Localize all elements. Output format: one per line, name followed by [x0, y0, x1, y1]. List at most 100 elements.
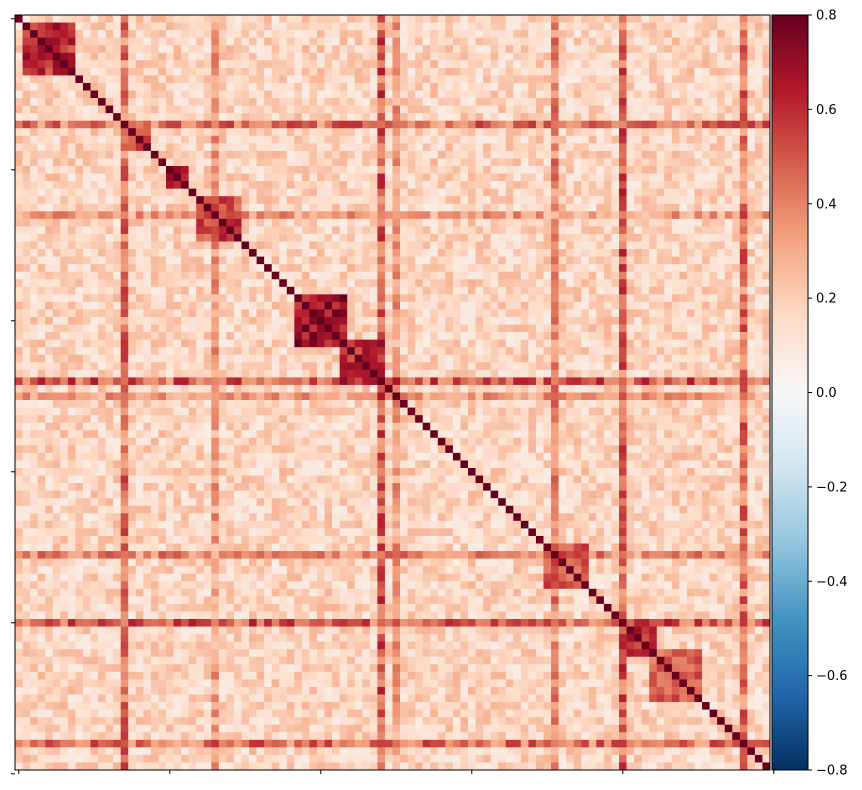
heatmap-cell — [113, 286, 122, 295]
heatmap-cell — [581, 188, 590, 197]
heatmap-cell — [271, 135, 280, 144]
heatmap-cell — [611, 286, 620, 295]
heatmap-cell — [241, 317, 250, 325]
heatmap-cell — [422, 362, 431, 371]
heatmap-cell — [354, 166, 363, 174]
heatmap-cell — [196, 75, 205, 84]
heatmap-cell — [724, 249, 733, 257]
heatmap-cell — [143, 173, 152, 182]
heatmap-cell — [551, 75, 559, 84]
heatmap-cell — [309, 22, 318, 31]
heatmap-cell — [739, 369, 748, 378]
heatmap-cell — [135, 158, 144, 167]
heatmap-cell — [679, 196, 688, 205]
heatmap-cell — [233, 128, 242, 137]
heatmap-cell — [98, 143, 106, 152]
heatmap-cell — [407, 317, 416, 325]
heatmap-cell — [754, 90, 763, 99]
heatmap-cell — [369, 294, 378, 303]
heatmap-cell — [75, 286, 84, 295]
heatmap-cell — [505, 347, 514, 356]
heatmap-cell — [513, 309, 522, 318]
heatmap-cell — [143, 45, 152, 54]
heatmap-cell — [377, 317, 386, 325]
heatmap-cell — [475, 90, 484, 99]
heatmap-cell — [520, 317, 529, 325]
heatmap-cell — [558, 309, 567, 318]
heatmap-cell — [513, 347, 522, 356]
heatmap-cell — [90, 249, 99, 257]
heatmap-cell — [656, 158, 665, 167]
heatmap-cell — [60, 173, 69, 182]
heatmap-cell — [649, 218, 658, 227]
heatmap-cell — [437, 249, 446, 257]
heatmap-cell — [241, 188, 250, 197]
heatmap-cell — [166, 271, 174, 280]
heatmap-cell — [120, 279, 129, 288]
heatmap-cell — [611, 15, 620, 23]
heatmap-cell — [317, 181, 325, 189]
heatmap-cell — [60, 60, 69, 69]
heatmap-cell — [279, 324, 288, 333]
heatmap-cell — [105, 45, 114, 54]
heatmap-cell — [332, 82, 340, 91]
heatmap-cell — [354, 324, 363, 333]
heatmap-cell — [218, 120, 227, 129]
heatmap-cell — [430, 90, 439, 99]
heatmap-cell — [498, 301, 507, 310]
heatmap-cell — [309, 75, 318, 84]
heatmap-cell — [475, 301, 484, 310]
heatmap-cell — [166, 256, 174, 265]
heatmap-cell — [120, 332, 129, 340]
heatmap-cell — [581, 173, 590, 182]
heatmap-cell — [641, 249, 650, 257]
heatmap-cell — [98, 309, 106, 318]
heatmap-cell — [90, 120, 99, 129]
heatmap-cell — [641, 241, 650, 250]
heatmap-cell — [82, 105, 91, 114]
heatmap-cell — [702, 166, 710, 174]
heatmap-cell — [528, 211, 537, 220]
heatmap-cell — [98, 203, 106, 212]
heatmap-cell — [611, 317, 620, 325]
heatmap-cell — [558, 324, 567, 333]
heatmap-cell — [339, 301, 348, 310]
heatmap-cell — [603, 196, 612, 205]
heatmap-cell — [135, 173, 144, 182]
heatmap-cell — [671, 45, 680, 54]
heatmap-cell — [271, 82, 280, 91]
heatmap-cell — [301, 30, 310, 38]
heatmap-cell — [82, 377, 91, 386]
heatmap-cell — [611, 203, 620, 212]
heatmap-cell — [30, 377, 38, 386]
heatmap-cell — [347, 143, 356, 152]
heatmap-cell — [656, 347, 665, 356]
heatmap-cell — [475, 37, 484, 46]
heatmap-cell — [226, 37, 235, 46]
heatmap-cell — [256, 45, 265, 54]
heatmap-cell — [747, 196, 756, 205]
heatmap-cell — [324, 52, 333, 61]
heatmap-cell — [317, 82, 325, 91]
heatmap-cell — [747, 37, 756, 46]
heatmap-cell — [150, 15, 159, 23]
heatmap-cell — [181, 82, 189, 91]
heatmap-cell — [520, 324, 529, 333]
heatmap-cell — [181, 226, 189, 235]
heatmap-cell — [452, 113, 461, 122]
heatmap-cell — [45, 203, 54, 212]
heatmap-cell — [226, 135, 235, 144]
heatmap-cell — [354, 60, 363, 69]
heatmap-cell — [543, 45, 552, 54]
heatmap-cell — [377, 166, 386, 174]
heatmap-cell — [362, 143, 371, 152]
heatmap-cell — [490, 226, 499, 235]
heatmap-cell — [551, 120, 559, 129]
heatmap-cell — [188, 301, 197, 310]
heatmap-cell — [732, 120, 741, 129]
heatmap-cell — [158, 384, 167, 393]
heatmap-cell — [588, 369, 597, 378]
heatmap-cell — [75, 233, 84, 242]
heatmap-cell — [634, 173, 642, 182]
heatmap-cell — [468, 113, 476, 122]
